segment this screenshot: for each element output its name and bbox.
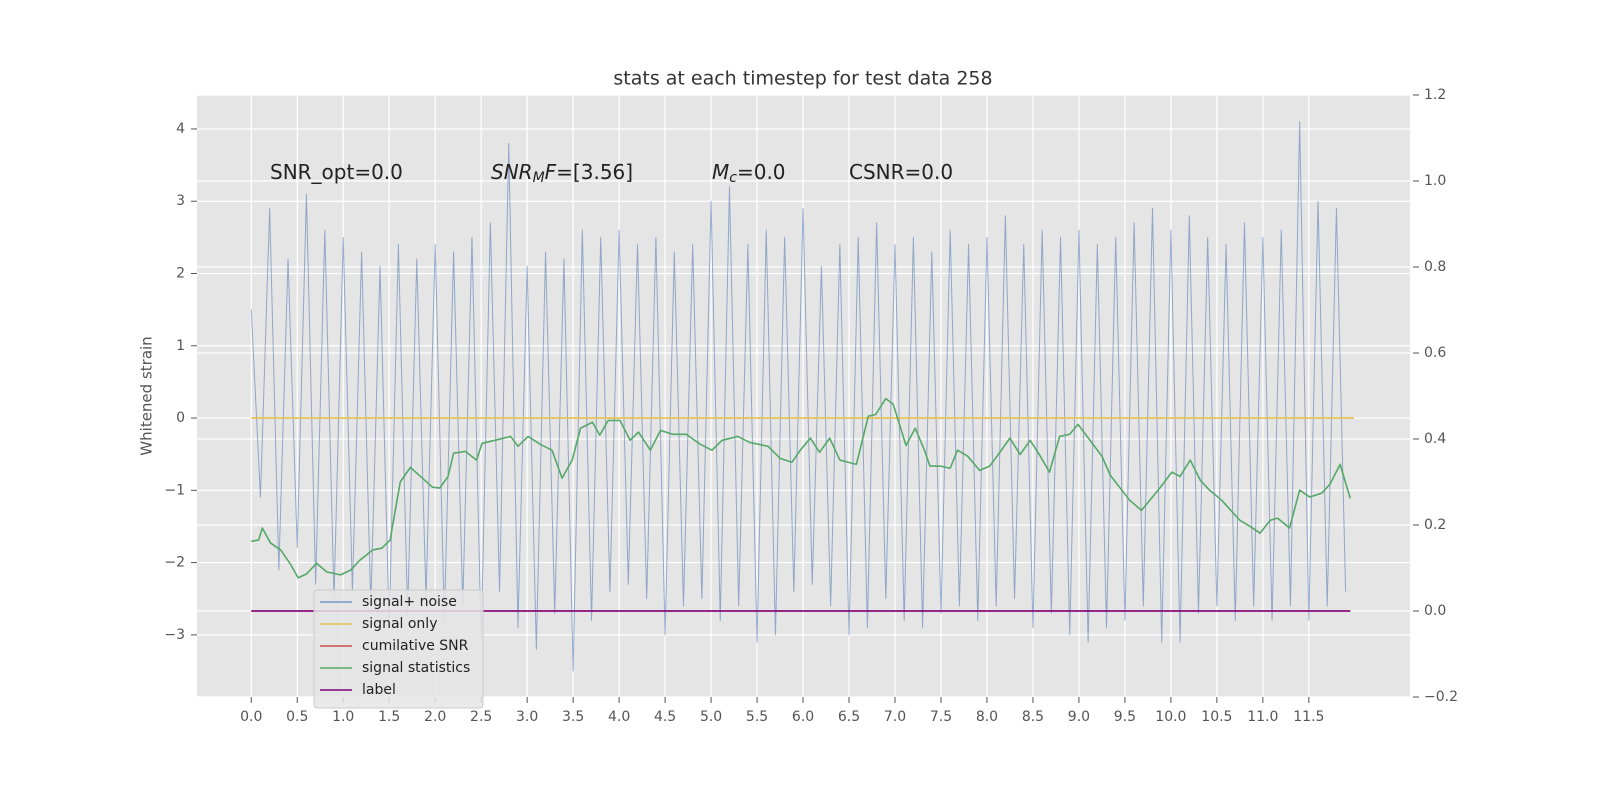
x-tick-label: 0.0 <box>240 709 262 725</box>
y-tick-label: −3 <box>164 627 185 643</box>
y-tick-label: −2 <box>164 555 185 571</box>
x-tick-label: 7.0 <box>884 709 906 725</box>
legend-label: signal statistics <box>362 660 470 676</box>
y2-tick-label: 0.4 <box>1424 431 1446 447</box>
annotation-part: CSNR=0.0 <box>849 160 953 184</box>
y2-tick-label: 1.2 <box>1424 87 1446 103</box>
legend-label: signal+ noise <box>362 594 457 610</box>
annotation-part: F <box>545 160 557 184</box>
y2-tick-label: 0.2 <box>1424 517 1446 533</box>
x-tick-label: 8.5 <box>1022 709 1044 725</box>
legend-label: label <box>362 682 396 698</box>
y-tick-label: −1 <box>164 482 185 498</box>
x-tick-label: 5.0 <box>700 709 722 725</box>
y2-tick-label: 0.8 <box>1424 259 1446 275</box>
x-tick-label: 2.5 <box>470 709 492 725</box>
axes: 0.0 0.5 1.0 1.5 2.0 2.5 3.0 3.5 4.0 4.5 5.0 5.5 6.0 6… <box>164 87 1458 725</box>
y2-tick-label: −0.2 <box>1424 689 1458 705</box>
annotation: Mc=0.0 <box>712 160 786 187</box>
x-tick-label: 11.5 <box>1293 709 1324 725</box>
x-tick-label: 7.5 <box>930 709 952 725</box>
x-tick-label: 3.0 <box>516 709 538 725</box>
annotation-part: M <box>712 160 729 184</box>
y2-tick-label: 0.0 <box>1424 603 1446 619</box>
x-tick-label: 2.0 <box>424 709 446 725</box>
x-tick-label: 11.0 <box>1247 709 1278 725</box>
x-tick-label: 10.5 <box>1201 709 1232 725</box>
x-tick-label: 0.5 <box>286 709 308 725</box>
x-tick-label: 5.5 <box>746 709 768 725</box>
y-tick-label: 0 <box>176 410 185 426</box>
legend-label: signal only <box>362 616 437 632</box>
annotation-part: M <box>533 170 545 186</box>
annotation-part: =0.0 <box>737 160 786 184</box>
x-tick-label: 10.0 <box>1155 709 1186 725</box>
annotation: CSNR=0.0 <box>849 160 953 184</box>
y-tick-label: 2 <box>176 266 185 282</box>
y-tick-label: 1 <box>176 338 185 354</box>
series-line <box>250 121 1347 672</box>
x-tick-label: 4.5 <box>654 709 676 725</box>
annotation: SNR_opt=0.0 <box>270 160 403 184</box>
x-tick-label: 1.0 <box>332 709 354 725</box>
series-line <box>251 397 1351 579</box>
y2-tick-label: 0.6 <box>1424 345 1446 361</box>
annotation: SNRMF=[3.56] <box>491 160 633 187</box>
chart-title: stats at each timestep for test data 258 <box>613 68 992 90</box>
x-tick-label: 6.0 <box>792 709 814 725</box>
x-tick-label: 8.0 <box>976 709 998 725</box>
x-tick-label: 9.0 <box>1068 709 1090 725</box>
y-tick-label: 3 <box>176 193 185 209</box>
x-tick-label: 4.0 <box>608 709 630 725</box>
x-tick-label: 3.5 <box>562 709 584 725</box>
x-tick-label: 6.5 <box>838 709 860 725</box>
annotation-part: c <box>729 170 737 186</box>
y-axis-label: Whitened strain <box>138 336 156 455</box>
legend-label: cumilative SNR <box>362 638 469 654</box>
annotation-part: SNR_opt=0.0 <box>270 160 403 184</box>
annotation-part: SNR <box>491 160 533 184</box>
legend-box <box>313 589 484 709</box>
y2-tick-label: 1.0 <box>1424 173 1446 189</box>
y-tick-label: 4 <box>176 121 185 137</box>
x-tick-label: 9.5 <box>1114 709 1136 725</box>
x-tick-label: 1.5 <box>378 709 400 725</box>
annotation-part: =[3.56] <box>556 160 633 184</box>
